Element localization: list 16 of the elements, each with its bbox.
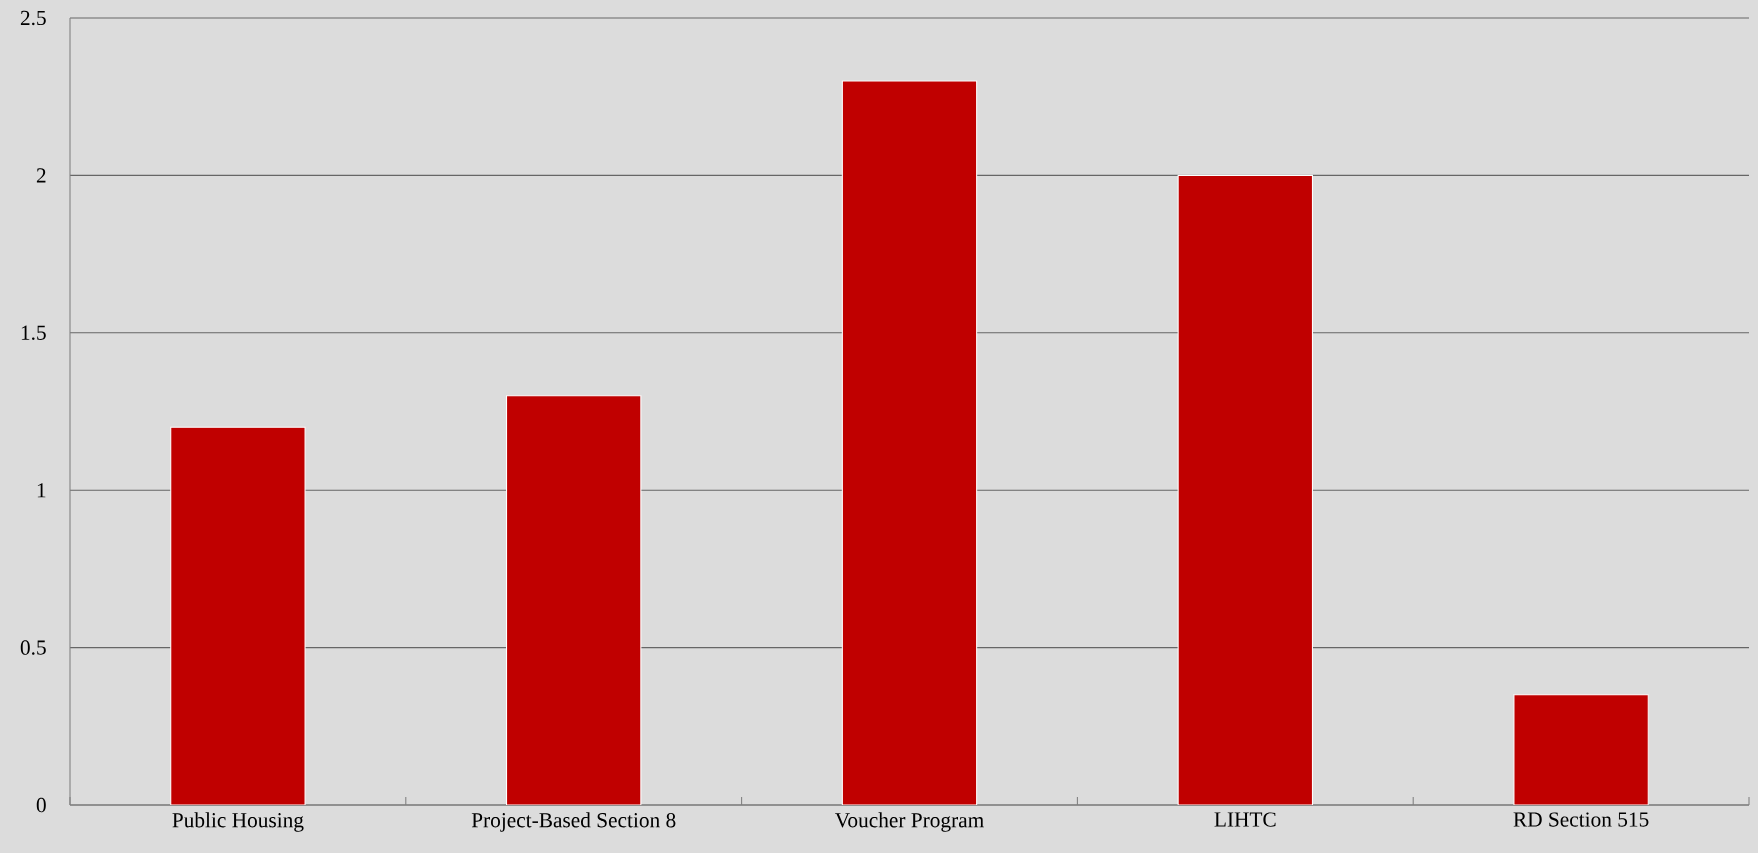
bar — [170, 426, 306, 805]
bar — [841, 80, 978, 805]
y-tick-label: 0 — [36, 797, 46, 813]
y-tick-label: 2.5 — [20, 10, 46, 26]
x-tick-label: LIHTC — [1214, 812, 1276, 827]
x-tick-label: RD Section 515 — [1513, 812, 1649, 827]
bar — [506, 395, 642, 805]
x-tick-label: Project-Based Section 8 — [471, 812, 676, 832]
y-tick-label: 1.5 — [21, 325, 46, 340]
y-tick-label: 0.5 — [20, 640, 46, 655]
bar — [1177, 174, 1313, 805]
x-tick-label: Public Housing — [172, 812, 304, 832]
y-tick-label: 2 — [36, 168, 46, 183]
y-tick-label: 1 — [37, 483, 46, 498]
bar — [1513, 694, 1649, 805]
x-tick-label: Voucher Program — [834, 812, 984, 832]
